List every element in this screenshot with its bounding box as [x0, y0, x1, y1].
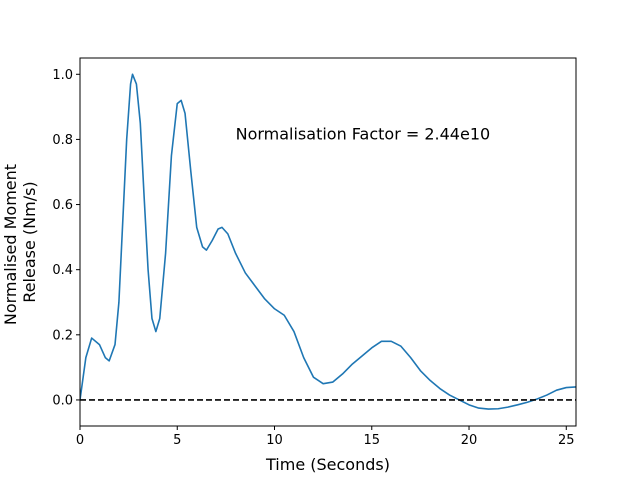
y-tick-label: 0.0: [52, 393, 73, 408]
x-tick-label: 15: [363, 433, 380, 448]
plot-frame: [79, 57, 577, 427]
x-tick-label: 0: [76, 433, 84, 448]
x-tick-label: 25: [558, 433, 575, 448]
y-tick-label: 0.4: [52, 263, 73, 278]
y-tick-label: 0.8: [52, 133, 73, 148]
x-axis-label: Time (Seconds): [265, 455, 390, 474]
data-line: [80, 73, 576, 410]
x-tick-label: 5: [173, 433, 181, 448]
y-tick-label: 0.2: [52, 328, 73, 343]
y-axis-label-line: Release (Nm/s): [20, 181, 39, 302]
x-tick-label: 20: [461, 433, 478, 448]
x-tick-label: 10: [266, 433, 283, 448]
y-tick-label: 0.6: [52, 198, 73, 213]
y-axis-label: Normalised Moment Release (Nm/s): [1, 159, 39, 325]
y-tick-label: 1.0: [52, 68, 73, 83]
annotation: Normalisation Factor = 2.44e10: [236, 124, 491, 143]
y-axis-label-line: Normalised Moment: [1, 164, 20, 325]
